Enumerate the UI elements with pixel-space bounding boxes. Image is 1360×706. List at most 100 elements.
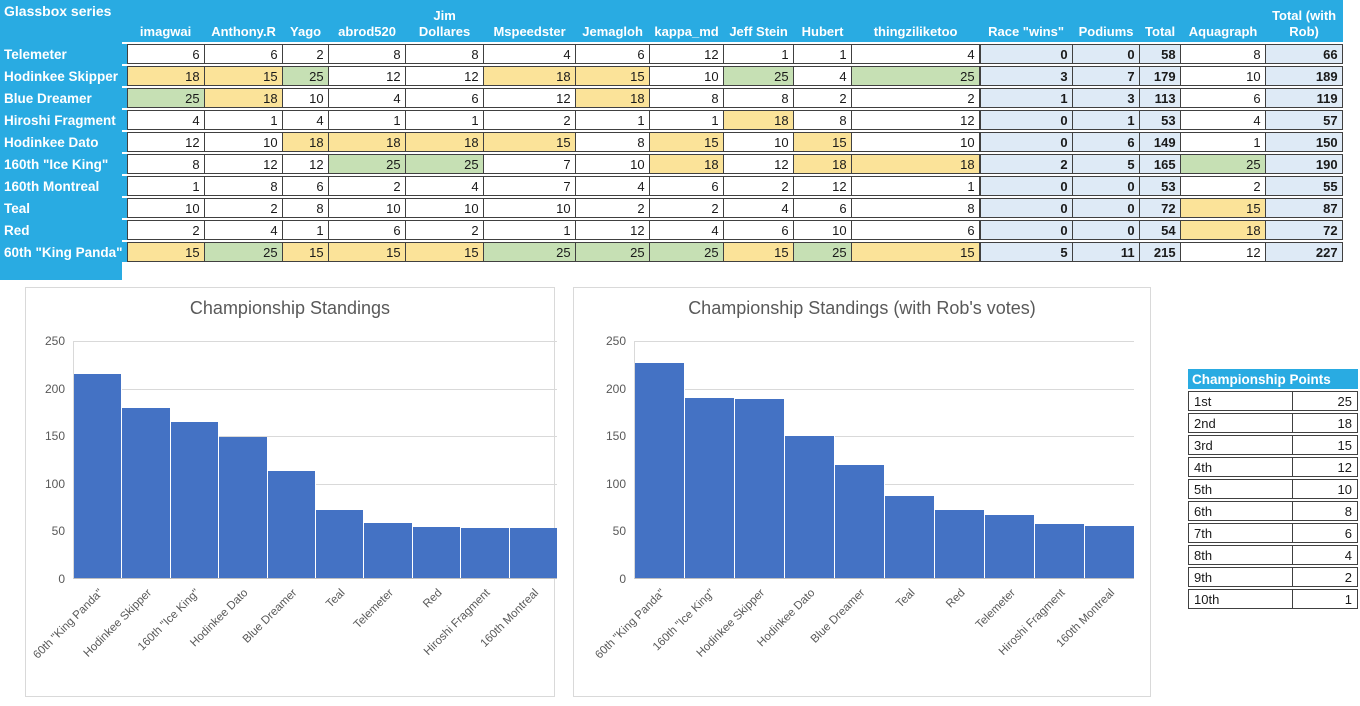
vote-cell[interactable]: 4 (405, 176, 484, 196)
vote-cell[interactable]: 1 (575, 110, 650, 130)
vote-cell[interactable]: 1 (328, 110, 406, 130)
vote-cell[interactable]: 12 (851, 110, 980, 130)
position-cell[interactable]: 10th (1188, 589, 1293, 609)
row-name[interactable]: Hiroshi Fragment (0, 110, 127, 130)
vote-cell[interactable]: 10 (204, 132, 283, 152)
vote-cell[interactable]: 1 (851, 176, 980, 196)
position-cell[interactable]: 8th (1188, 545, 1293, 565)
column-header[interactable]: Podiums (1072, 0, 1140, 42)
position-cell[interactable]: 3rd (1188, 435, 1293, 455)
vote-cell[interactable]: 18 (328, 132, 406, 152)
total-cell[interactable]: 53 (1139, 110, 1181, 130)
vote-cell[interactable]: 18 (851, 154, 980, 174)
podiums-cell[interactable]: 0 (1072, 176, 1140, 196)
vote-cell[interactable]: 15 (793, 132, 852, 152)
points-cell[interactable]: 18 (1293, 413, 1359, 433)
points-cell[interactable]: 10 (1293, 479, 1359, 499)
aquagraph-cell[interactable]: 2 (1180, 176, 1266, 196)
vote-cell[interactable]: 8 (575, 132, 650, 152)
vote-cell[interactable]: 25 (282, 66, 329, 86)
vote-cell[interactable]: 25 (204, 242, 283, 262)
points-cell[interactable]: 12 (1293, 457, 1359, 477)
total-cell[interactable]: 179 (1139, 66, 1181, 86)
vote-cell[interactable]: 12 (204, 154, 283, 174)
vote-cell[interactable]: 25 (405, 154, 484, 174)
vote-cell[interactable]: 15 (204, 66, 283, 86)
vote-cell[interactable]: 2 (483, 110, 576, 130)
column-header[interactable]: Total (with Rob) (1265, 0, 1343, 42)
vote-cell[interactable]: 18 (204, 88, 283, 108)
aquagraph-cell[interactable]: 12 (1180, 242, 1266, 262)
position-cell[interactable]: 9th (1188, 567, 1293, 587)
row-name[interactable]: Red (0, 220, 127, 240)
position-cell[interactable]: 5th (1188, 479, 1293, 499)
vote-cell[interactable]: 1 (126, 176, 205, 196)
vote-cell[interactable]: 15 (126, 242, 205, 262)
podiums-cell[interactable]: 0 (1072, 44, 1140, 64)
vote-cell[interactable]: 1 (282, 220, 329, 240)
row-name[interactable]: 60th "King Panda" (0, 242, 127, 262)
vote-cell[interactable]: 8 (405, 44, 484, 64)
vote-cell[interactable]: 4 (575, 176, 650, 196)
vote-cell[interactable]: 6 (851, 220, 980, 240)
vote-cell[interactable]: 10 (405, 198, 484, 218)
total-cell[interactable]: 58 (1139, 44, 1181, 64)
vote-cell[interactable]: 6 (328, 220, 406, 240)
vote-cell[interactable]: 18 (793, 154, 852, 174)
vote-cell[interactable]: 4 (282, 110, 329, 130)
total-cell[interactable]: 54 (1139, 220, 1181, 240)
position-cell[interactable]: 4th (1188, 457, 1293, 477)
vote-cell[interactable]: 18 (575, 88, 650, 108)
vote-cell[interactable]: 25 (851, 66, 980, 86)
column-header[interactable]: kappa_md (649, 0, 724, 42)
points-cell[interactable]: 1 (1293, 589, 1359, 609)
race-wins-cell[interactable]: 3 (979, 66, 1073, 86)
points-cell[interactable]: 8 (1293, 501, 1359, 521)
row-name[interactable]: Telemeter (0, 44, 127, 64)
aquagraph-cell[interactable]: 1 (1180, 132, 1266, 152)
aquagraph-cell[interactable]: 6 (1180, 88, 1266, 108)
vote-cell[interactable]: 6 (649, 176, 724, 196)
podiums-cell[interactable]: 0 (1072, 198, 1140, 218)
aquagraph-cell[interactable]: 4 (1180, 110, 1266, 130)
aquagraph-cell[interactable]: 18 (1180, 220, 1266, 240)
row-name[interactable]: 160th "Ice King" (0, 154, 127, 174)
vote-cell[interactable]: 8 (649, 88, 724, 108)
vote-cell[interactable]: 10 (282, 88, 329, 108)
total-with-rob-cell[interactable]: 189 (1265, 66, 1343, 86)
podiums-cell[interactable]: 0 (1072, 220, 1140, 240)
vote-cell[interactable]: 15 (328, 242, 406, 262)
vote-cell[interactable]: 2 (126, 220, 205, 240)
vote-cell[interactable]: 10 (126, 198, 205, 218)
position-cell[interactable]: 2nd (1188, 413, 1293, 433)
vote-cell[interactable]: 18 (405, 132, 484, 152)
race-wins-cell[interactable]: 0 (979, 110, 1073, 130)
column-header[interactable]: Mspeedster (483, 0, 576, 42)
vote-cell[interactable]: 12 (649, 44, 724, 64)
vote-cell[interactable]: 2 (793, 88, 852, 108)
aquagraph-cell[interactable]: 10 (1180, 66, 1266, 86)
podiums-cell[interactable]: 5 (1072, 154, 1140, 174)
vote-cell[interactable]: 6 (204, 44, 283, 64)
vote-cell[interactable]: 4 (204, 220, 283, 240)
race-wins-cell[interactable]: 0 (979, 176, 1073, 196)
column-header[interactable]: Jim Dollares (405, 0, 484, 42)
vote-cell[interactable]: 4 (723, 198, 794, 218)
column-header[interactable]: Yago (282, 0, 329, 42)
vote-cell[interactable]: 6 (405, 88, 484, 108)
race-wins-cell[interactable]: 2 (979, 154, 1073, 174)
row-name[interactable]: Hodinkee Skipper (0, 66, 127, 86)
aquagraph-cell[interactable]: 25 (1180, 154, 1266, 174)
vote-cell[interactable]: 8 (851, 198, 980, 218)
points-cell[interactable]: 15 (1293, 435, 1359, 455)
vote-cell[interactable]: 8 (282, 198, 329, 218)
column-header[interactable]: abrod520 (328, 0, 406, 42)
vote-cell[interactable]: 8 (793, 110, 852, 130)
vote-cell[interactable]: 15 (483, 132, 576, 152)
total-with-rob-cell[interactable]: 66 (1265, 44, 1343, 64)
row-name[interactable]: Teal (0, 198, 127, 218)
vote-cell[interactable]: 15 (851, 242, 980, 262)
vote-cell[interactable]: 12 (126, 132, 205, 152)
total-cell[interactable]: 72 (1139, 198, 1181, 218)
column-header[interactable]: Aquagraph (1180, 0, 1266, 42)
